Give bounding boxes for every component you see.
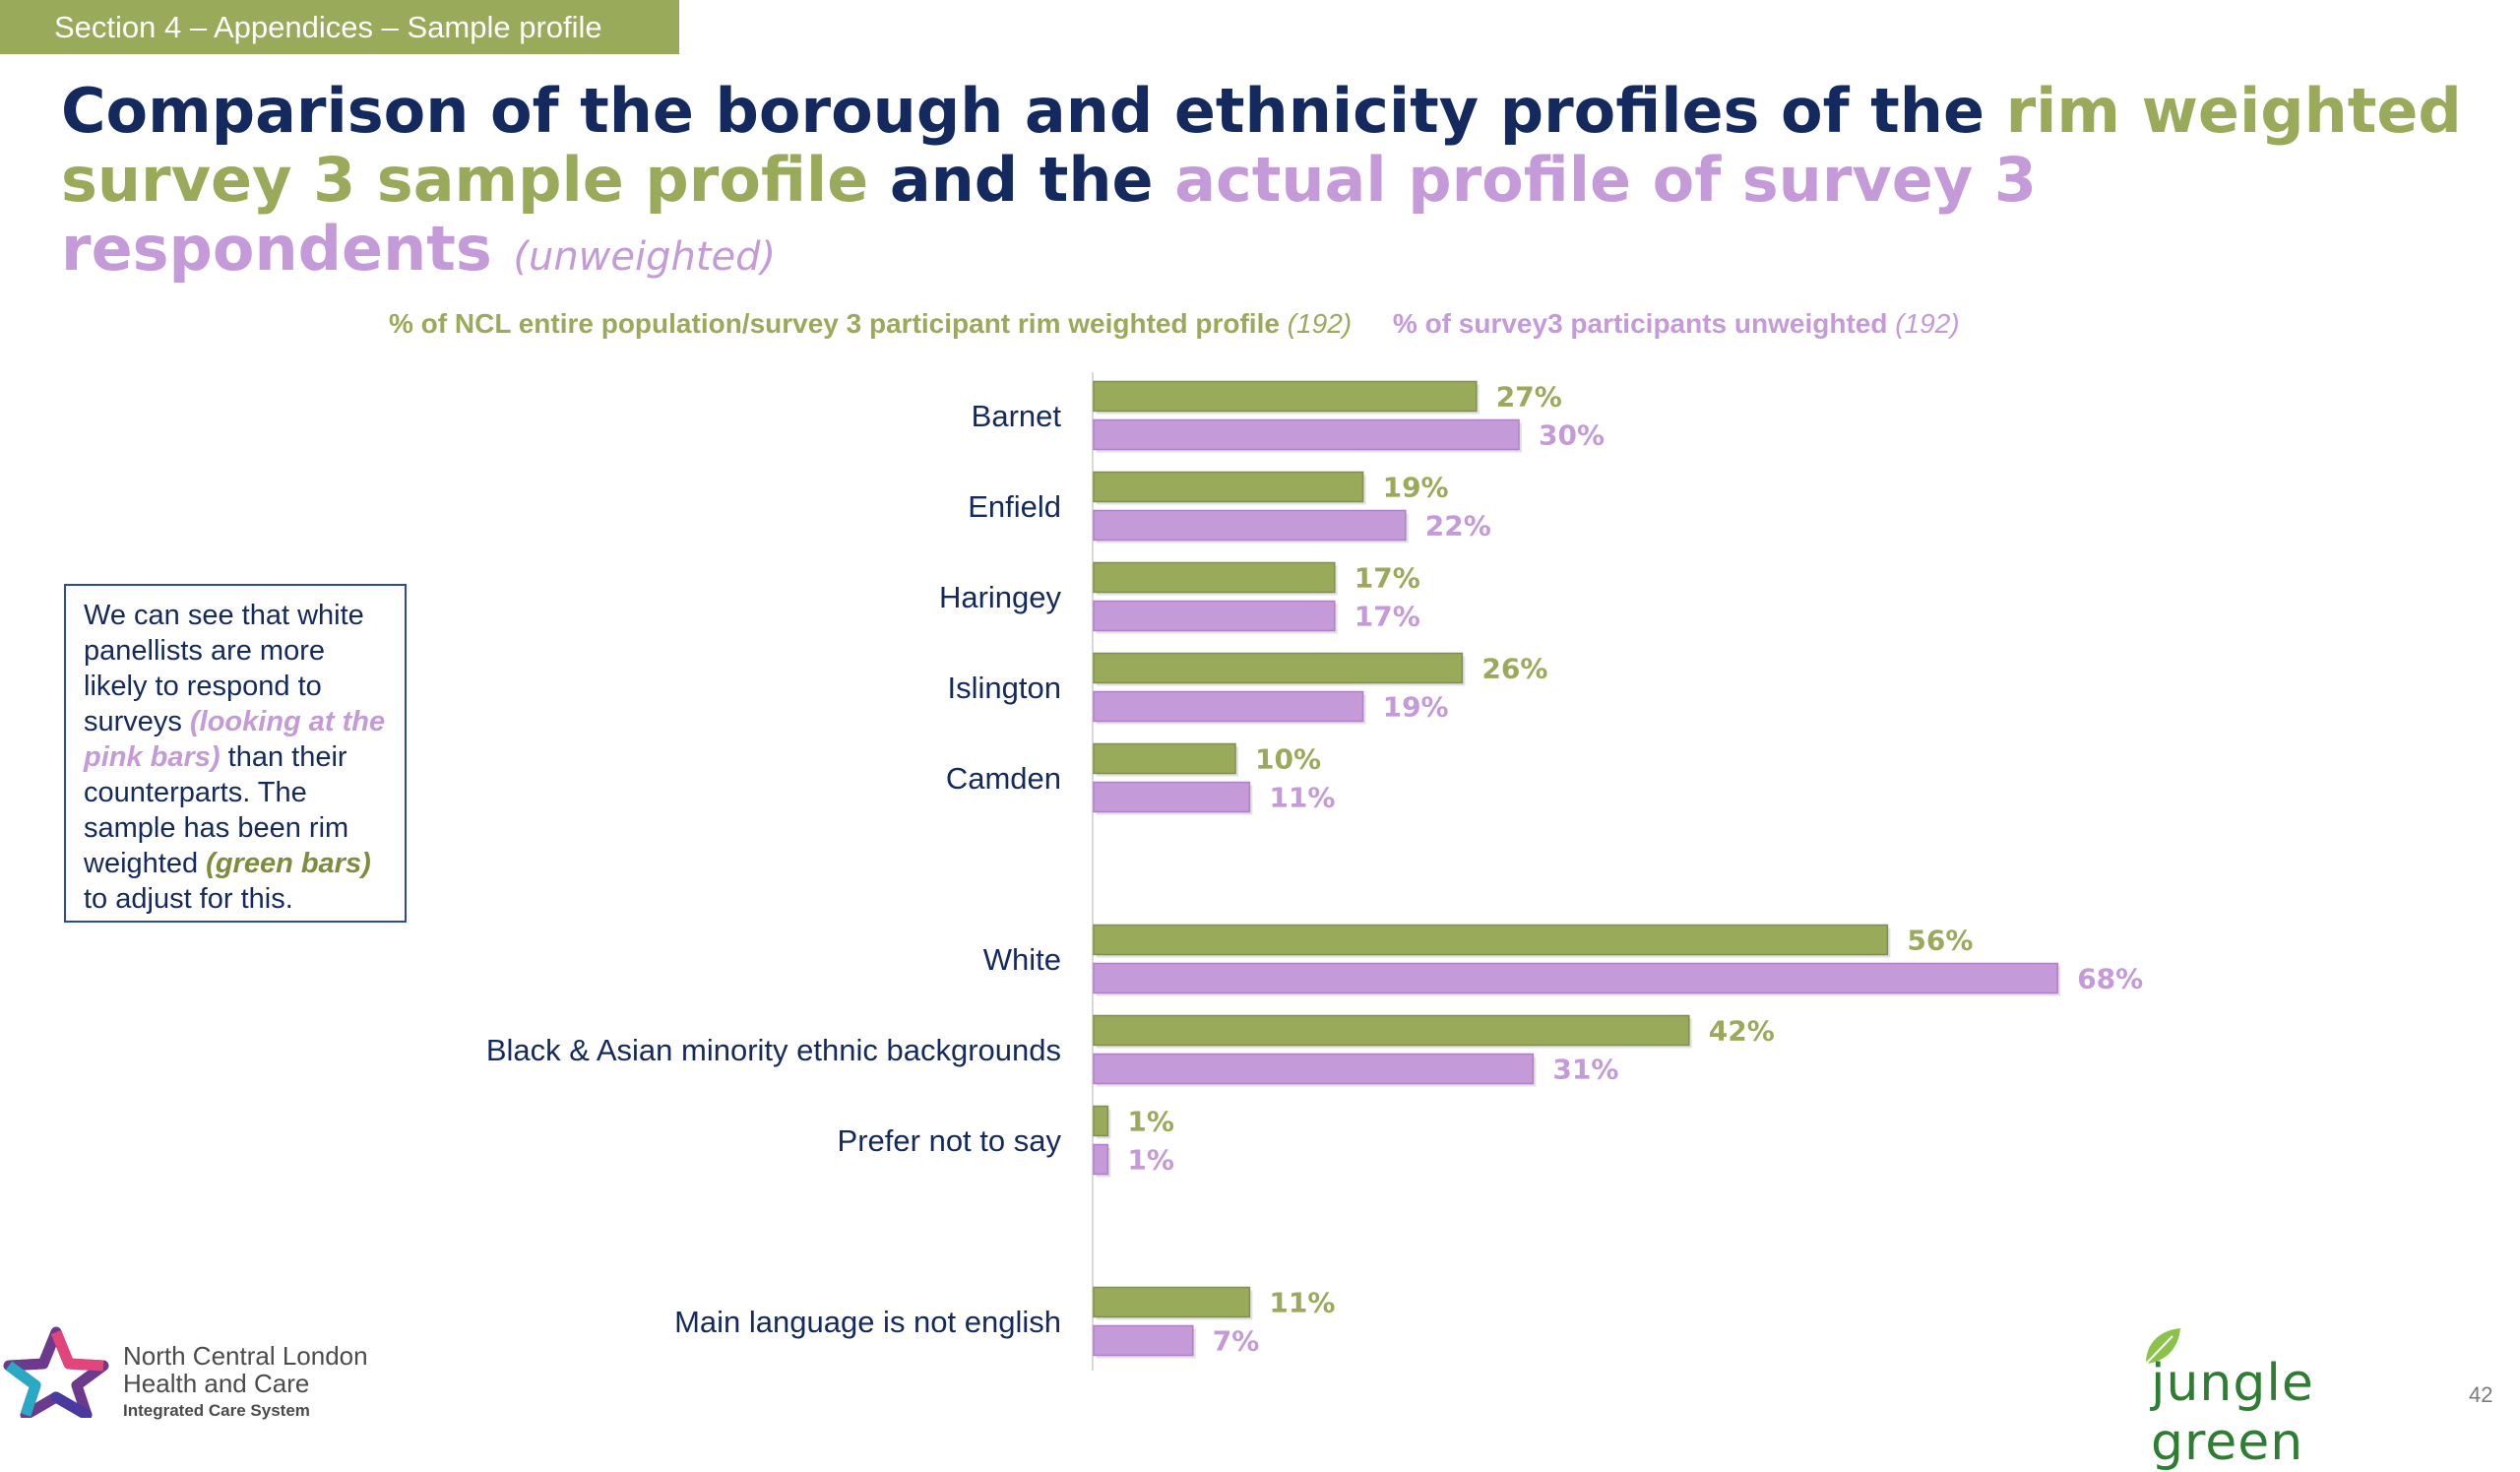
ncl-logo: North Central London Health and Care Int… xyxy=(0,1324,394,1420)
bar-series-1 xyxy=(1093,924,1889,956)
data-label-series-1: 26% xyxy=(1481,653,1547,685)
note-text-2: than their counterparts. The sample has … xyxy=(84,741,349,879)
note-text-green: (green bars) xyxy=(206,848,371,879)
bar-series-1 xyxy=(1093,380,1478,413)
bar-chart: Barnet 27% 30% Enfield 19% 22% Haringey 17% 17% I… xyxy=(486,372,2143,1371)
title-part-4: actual profile of survey 3 respondents xyxy=(61,144,2037,285)
title-part-1: Comparison of the borough and ethnicity … xyxy=(61,75,2006,147)
category-label: Islington xyxy=(948,671,1061,705)
bar-series-1 xyxy=(1093,1014,1690,1047)
bar-series-2 xyxy=(1093,418,1520,451)
title-part-2: rim weighted survey 3 sample profile xyxy=(61,75,2462,216)
category-label: Camden xyxy=(946,761,1061,796)
title-part-3: and the xyxy=(868,144,1175,216)
data-label-series-1: 10% xyxy=(1255,743,1321,776)
data-label-series-1: 27% xyxy=(1496,381,1562,414)
ncl-logo-line-3: Integrated Care System xyxy=(123,1401,310,1420)
bar-series-1 xyxy=(1093,652,1464,684)
note-text-pink: (looking at the pink bars) xyxy=(84,706,386,773)
note-text-1: We can see that white panellists are mor… xyxy=(84,600,364,737)
ncl-logo-line-2: Health and Care xyxy=(123,1369,310,1398)
data-label-series-1: 19% xyxy=(1383,472,1449,504)
chart-legend: % of NCL entire population/survey 3 part… xyxy=(389,308,2161,340)
category-label: Main language is not english xyxy=(674,1305,1061,1339)
data-label-series-2: 31% xyxy=(1552,1054,1618,1086)
jungle-green-logo: jungle green xyxy=(2141,1324,2436,1472)
bar-series-2 xyxy=(1093,1053,1535,1085)
legend-series-1-n: (192) xyxy=(1287,308,1353,339)
data-label-series-2: 19% xyxy=(1383,691,1449,724)
category-label: Prefer not to say xyxy=(838,1123,1062,1158)
bar-series-2 xyxy=(1093,1324,1194,1357)
category-label: Black & Asian minority ethnic background… xyxy=(486,1033,1061,1067)
bar-series-1 xyxy=(1093,742,1236,775)
legend-series-2-name: % of survey3 participants unweighted xyxy=(1392,308,1888,339)
category-label: Haringey xyxy=(939,580,1062,614)
bar-series-1 xyxy=(1093,561,1336,594)
data-label-series-2: 11% xyxy=(1269,782,1335,814)
bar-series-2 xyxy=(1093,1143,1109,1176)
data-label-series-1: 42% xyxy=(1709,1015,1775,1048)
ncl-logo-line-1: North Central London xyxy=(123,1341,368,1371)
data-label-series-2: 30% xyxy=(1539,419,1605,452)
data-label-series-1: 17% xyxy=(1354,562,1420,595)
note-text-3: to adjust for this. xyxy=(84,883,293,915)
bar-series-2 xyxy=(1093,600,1336,632)
category-label: White xyxy=(983,942,1061,977)
legend-series-2: % of survey3 participants unweighted (19… xyxy=(1393,308,1960,339)
page-title: Comparison of the borough and ethnicity … xyxy=(61,77,2463,291)
bar-series-2 xyxy=(1093,781,1251,813)
legend-series-2-n: (192) xyxy=(1895,308,1960,339)
leaf-icon xyxy=(2145,1328,2180,1365)
category-label: Enfield xyxy=(968,489,1061,524)
data-label-series-2: 17% xyxy=(1354,601,1420,633)
data-label-series-1: 56% xyxy=(1907,925,1973,957)
data-label-series-2: 68% xyxy=(2077,963,2143,995)
bar-series-2 xyxy=(1093,690,1364,723)
jungle-green-wordmark: jungle green xyxy=(2151,1354,2314,1472)
category-label: Barnet xyxy=(972,399,1062,433)
data-label-series-2: 7% xyxy=(1213,1325,1260,1358)
data-label-series-2: 22% xyxy=(1425,510,1491,543)
legend-series-1: % of NCL entire population/survey 3 part… xyxy=(389,308,1352,339)
bar-series-2 xyxy=(1093,509,1407,542)
title-subtitle: (unweighted) xyxy=(513,234,777,280)
bar-series-1 xyxy=(1093,1286,1251,1318)
ncl-star-icon xyxy=(3,1326,109,1418)
bar-series-1 xyxy=(1093,1105,1109,1137)
page-number: 42 xyxy=(2469,1382,2493,1407)
legend-series-1-name: % of NCL entire population/survey 3 part… xyxy=(389,308,1280,339)
ncl-logo-text: North Central London Health and Care Int… xyxy=(123,1342,368,1425)
data-label-series-1: 1% xyxy=(1127,1106,1174,1138)
bar-series-1 xyxy=(1093,471,1364,503)
data-label-series-1: 11% xyxy=(1269,1287,1335,1319)
section-tag: Section 4 – Appendices – Sample profile xyxy=(0,0,679,54)
data-label-series-2: 1% xyxy=(1127,1144,1174,1177)
bar-series-2 xyxy=(1093,962,2058,994)
insight-note-box: We can see that white panellists are mor… xyxy=(64,584,407,923)
